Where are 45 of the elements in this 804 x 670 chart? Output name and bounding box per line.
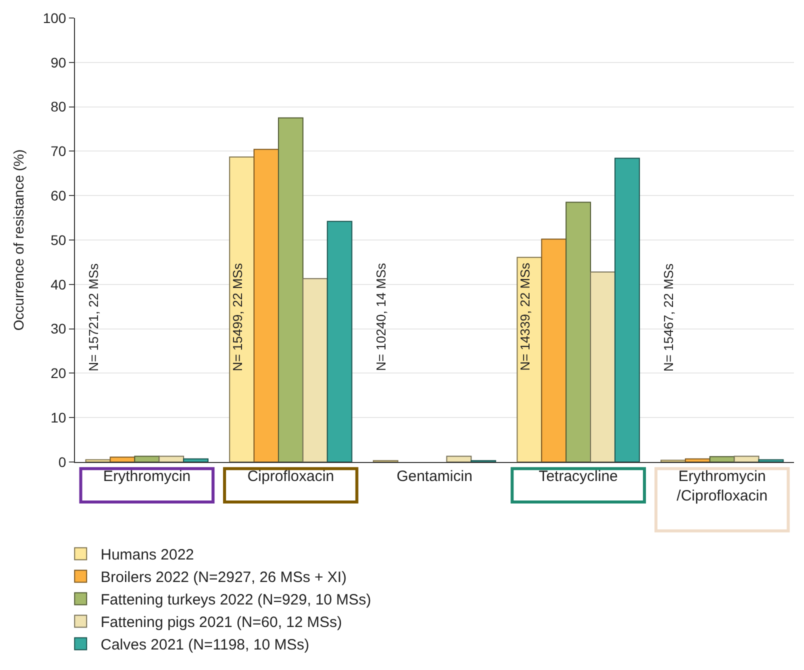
bar [110,456,136,462]
bar [684,458,710,462]
bar [590,271,616,462]
annotation: N= 15499, 22 MSs [230,262,245,372]
y-tick-label: 10 [50,410,66,426]
y-tick-label: 70 [50,143,66,160]
bar [566,202,592,462]
annotation: N= 10240, 14 MSs [374,262,389,371]
legend-label: Fattening pigs 2021 (N=60, 12 MSs) [100,614,342,632]
bar [326,220,352,462]
legend-label: Calves 2021 (N=1198, 10 MSs) [100,636,310,654]
annotation: N= 15467, 22 MSs [661,263,676,372]
annotation: N= 14339, 22 MSs [517,262,532,371]
bar [709,456,735,462]
y-tick-label: 40 [50,276,66,292]
bar [614,158,640,462]
y-tick-label: 20 [50,365,66,382]
bar [302,278,328,462]
legend-label: Fattening turkeys 2022 (N=929, 10 MSs) [100,592,372,609]
x-tick-label: Ciprofloxacin [247,468,334,485]
bar [183,458,209,462]
y-tick-label: 0 [58,454,66,470]
x-tick-label: Gentamicin [396,468,472,485]
y-tick-label: 60 [50,188,66,204]
y-tick-label: 30 [50,320,66,337]
annotation: N= 15721, 22 MSs [86,262,101,372]
y-tick-label: 80 [50,98,66,115]
x-tick-label: Erythromycin [103,468,191,485]
bar [278,117,304,462]
bar [158,456,184,462]
x-tick-label: Erythromycin /Ciprofloxacin [676,468,768,504]
y-tick-label: 100 [42,10,66,26]
x-tick-label: Tetracycline [538,468,618,485]
bar [229,156,255,462]
y-tick-label: 90 [50,54,66,70]
bar [134,456,160,462]
legend-label: Broilers 2022 (N=2927, 26 MSs + XI) [100,569,347,586]
y-axis-title: Occurrence of resistance (%) [10,149,26,331]
bar [254,148,279,462]
y-tick-label: 50 [50,232,66,248]
bar [446,456,472,462]
bar [734,456,760,462]
legend-label: Humans 2022 [100,546,194,564]
bar [758,459,784,462]
bar [541,238,567,462]
